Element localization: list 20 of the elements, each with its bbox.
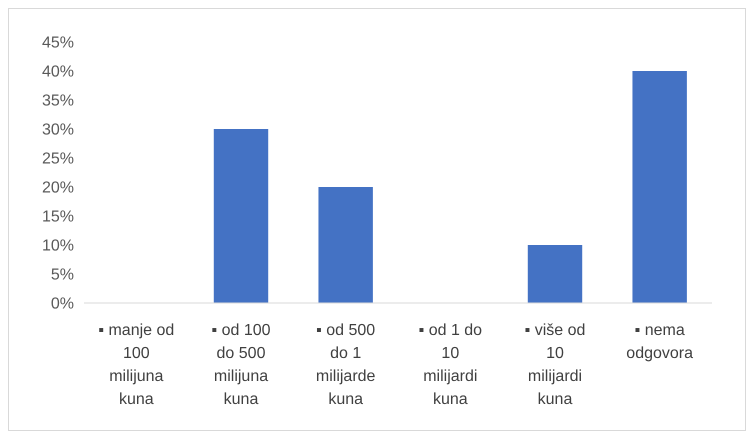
y-tick-label: 25% bbox=[42, 150, 74, 168]
x-tick-label: ▪ manje od 100 milijuna kuna bbox=[98, 322, 174, 408]
y-tick-label: 15% bbox=[42, 208, 74, 226]
x-tick-label: ▪ od 1 do 10 milijardi kuna bbox=[418, 322, 482, 408]
y-tick-label: 40% bbox=[42, 64, 74, 81]
x-tick-label: ▪ više od 10 milijardi kuna bbox=[524, 322, 586, 408]
x-tick-label: ▪ nema odgovora bbox=[626, 322, 694, 362]
x-tick-label: ▪ od 100 do 500 milijuna kuna bbox=[211, 322, 271, 408]
y-tick-label: 10% bbox=[42, 238, 74, 255]
bar bbox=[528, 245, 582, 303]
bar bbox=[214, 129, 268, 303]
y-tick-label: 20% bbox=[42, 180, 74, 197]
bar bbox=[632, 71, 687, 303]
y-tick-label: 45% bbox=[42, 34, 74, 52]
y-tick-label: 35% bbox=[42, 92, 74, 110]
y-tick-label: 5% bbox=[50, 266, 74, 284]
y-tick-label: 30% bbox=[42, 122, 74, 139]
x-tick-label: ▪ od 500 do 1 milijarde kuna bbox=[316, 322, 376, 408]
bar bbox=[318, 187, 373, 303]
y-tick-label: 0% bbox=[50, 296, 74, 313]
